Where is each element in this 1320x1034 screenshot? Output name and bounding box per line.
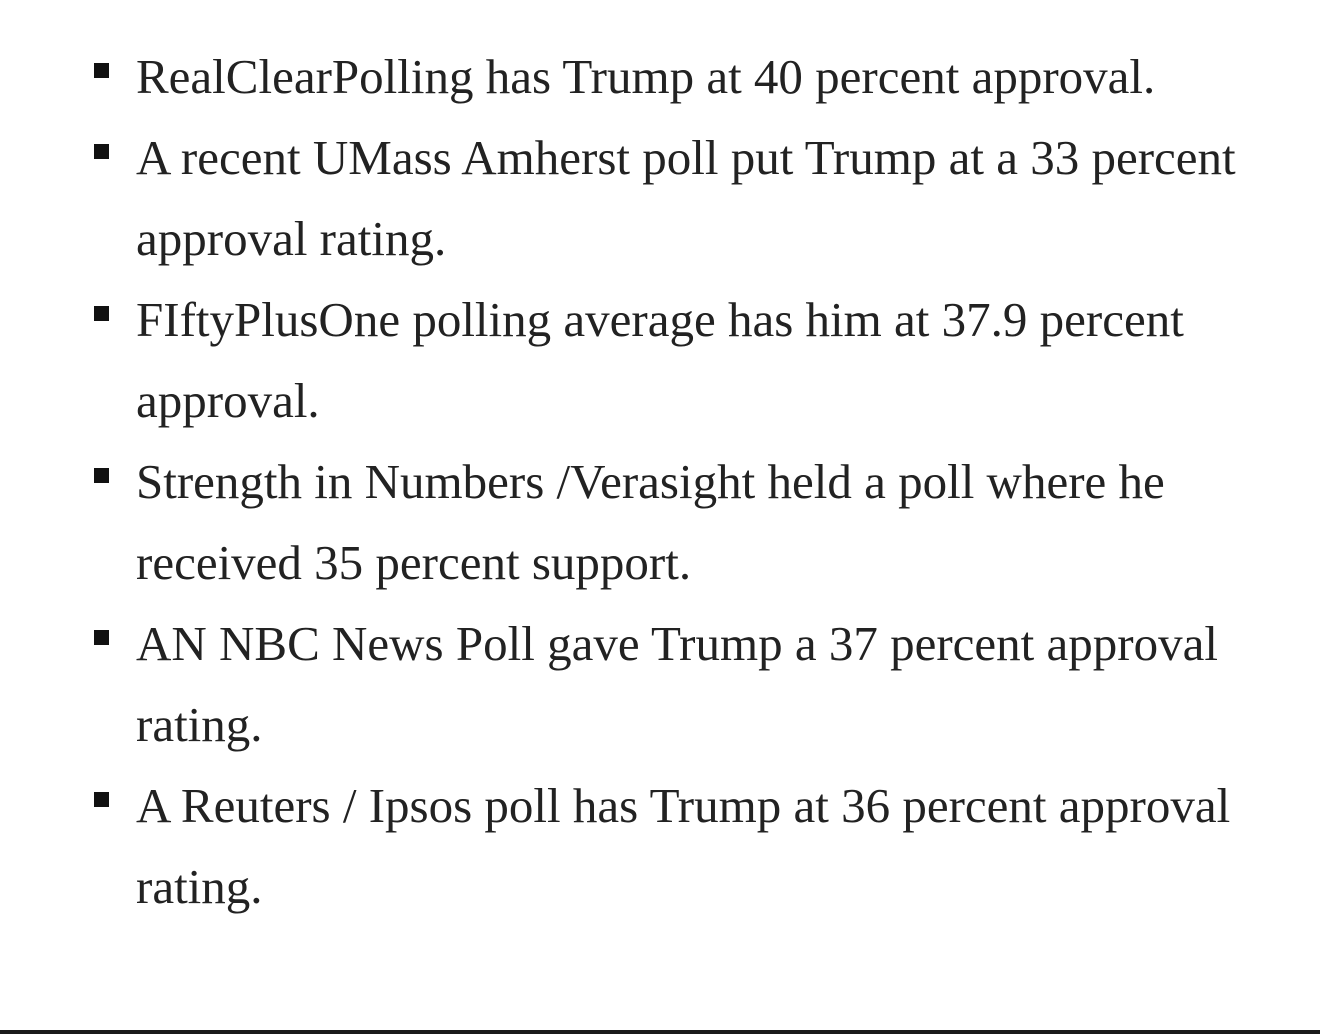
list-item: RealClearPolling has Trump at 40 percent…	[0, 36, 1320, 117]
square-bullet-icon	[94, 468, 109, 483]
list-item: A recent UMass Amherst poll put Trump at…	[0, 117, 1320, 279]
list-item: FIftyPlusOne polling average has him at …	[0, 279, 1320, 441]
square-bullet-icon	[94, 63, 109, 78]
list-item-text: AN NBC News Poll gave Trump a 37 percent…	[136, 616, 1218, 752]
list-item: A Reuters / Ipsos poll has Trump at 36 p…	[0, 765, 1320, 927]
list-item-text: A recent UMass Amherst poll put Trump at…	[136, 130, 1236, 266]
poll-bullet-list: RealClearPolling has Trump at 40 percent…	[0, 36, 1320, 927]
list-item-text: RealClearPolling has Trump at 40 percent…	[136, 49, 1156, 104]
list-item-text: Strength in Numbers /Verasight held a po…	[136, 454, 1165, 590]
square-bullet-icon	[94, 306, 109, 321]
list-item-text: A Reuters / Ipsos poll has Trump at 36 p…	[136, 778, 1231, 914]
list-item: Strength in Numbers /Verasight held a po…	[0, 441, 1320, 603]
square-bullet-icon	[94, 792, 109, 807]
square-bullet-icon	[94, 630, 109, 645]
bottom-divider	[0, 1030, 1320, 1034]
square-bullet-icon	[94, 144, 109, 159]
list-item-text: FIftyPlusOne polling average has him at …	[136, 292, 1184, 428]
list-item: AN NBC News Poll gave Trump a 37 percent…	[0, 603, 1320, 765]
